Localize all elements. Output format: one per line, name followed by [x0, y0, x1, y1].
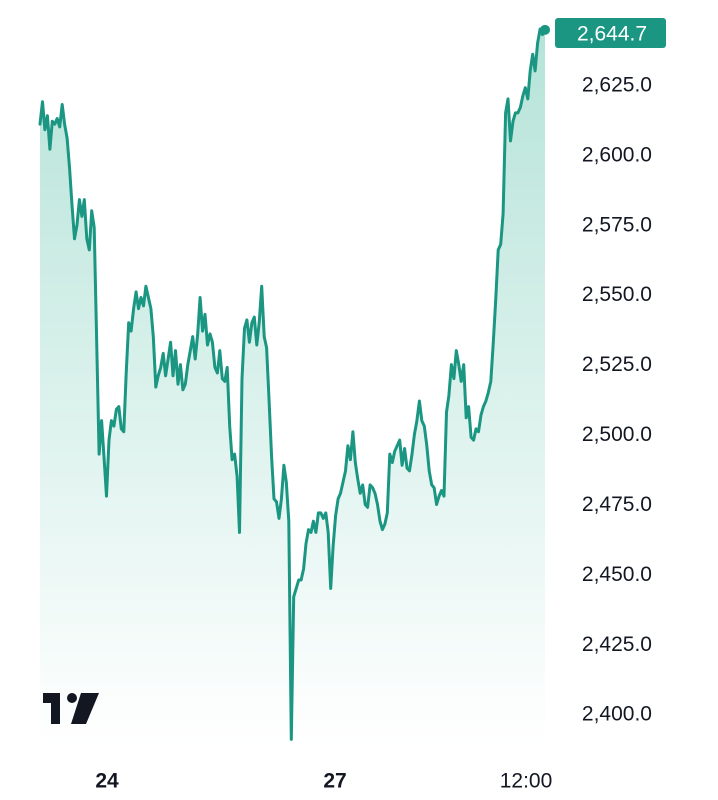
tradingview-logo-t-shape — [43, 693, 60, 724]
last-price-label: 2,644.7 — [555, 18, 666, 48]
y-tick-label: 2,525.0 — [582, 353, 652, 376]
x-tick-label: 24 — [95, 770, 119, 793]
x-tick-label: 12:00 — [500, 770, 553, 793]
price-series-line — [38, 27, 547, 741]
last-price-label-text: 2,644.7 — [577, 23, 647, 46]
y-tick-label: 2,550.0 — [582, 283, 652, 306]
y-tick-label: 2,600.0 — [582, 143, 652, 166]
y-tick-label: 2,450.0 — [582, 563, 652, 586]
x-axis: 24 27 12:00 — [95, 770, 552, 793]
tradingview-logo-chevron — [71, 693, 99, 724]
tradingview-logo-dot — [67, 693, 77, 703]
y-tick-label: 2,475.0 — [582, 493, 652, 516]
y-axis: 2,625.0 2,600.0 2,575.0 2,550.0 2,525.0 2,500… — [582, 73, 652, 725]
y-tick-label: 2,400.0 — [582, 703, 652, 726]
y-tick-label: 2,425.0 — [582, 633, 652, 656]
y-tick-label: 2,625.0 — [582, 73, 652, 96]
x-tick-label: 27 — [323, 770, 346, 793]
price-area-fill — [40, 29, 545, 745]
last-price-dot — [540, 24, 550, 35]
y-tick-label: 2,500.0 — [582, 423, 652, 446]
tradingview-logo[interactable] — [43, 693, 99, 724]
last-price-label-background — [555, 18, 666, 48]
y-tick-label: 2,575.0 — [582, 213, 652, 236]
